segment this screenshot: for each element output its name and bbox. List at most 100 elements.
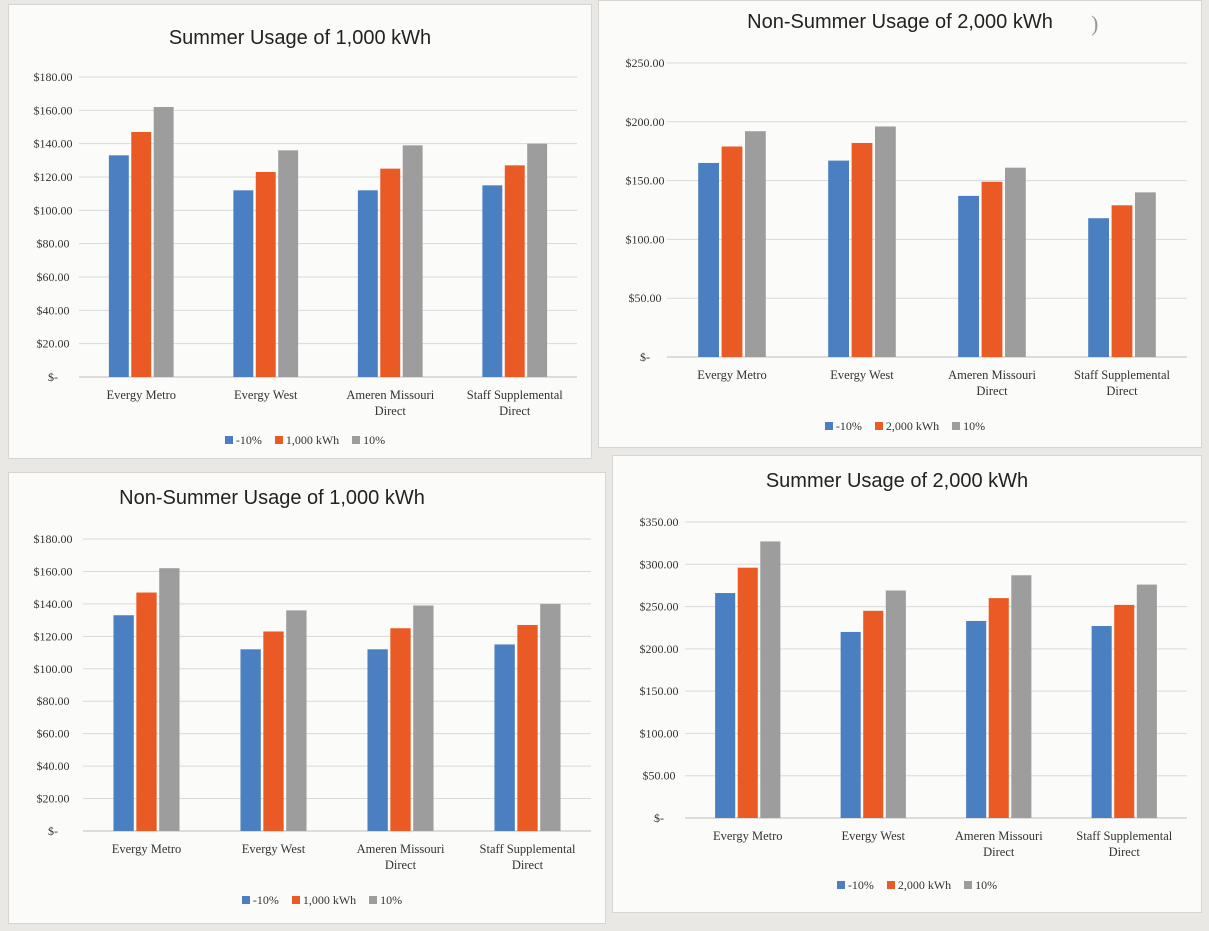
legend-swatch [274,436,283,444]
x-tick-label: Evergy West [242,842,306,856]
chart-panel-summer-2000: Summer Usage of 2,000 kWh $- $50.00 $100.0… [612,455,1202,913]
y-tick-label: $40.00 [37,759,70,773]
x-tick-label: Direct [1106,384,1138,398]
bar [357,190,378,377]
legend-label: -10% [235,433,262,447]
x-tick-label: Evergy Metro [713,829,783,843]
bar [136,592,157,831]
legend-swatch [886,881,895,889]
legend-item-plus10: 10% [369,893,402,908]
bar [1111,205,1133,357]
y-tick-label: $60.00 [37,270,70,284]
x-tick-label: Direct [499,404,531,418]
x-tick-label: Staff Supplemental [1076,829,1172,843]
x-tick-label: Evergy West [234,388,298,402]
y-tick-label: $50.00 [629,291,662,305]
legend-item-base: 1,000 kWh [274,433,339,448]
legend-label: 2,000 kWh [897,878,952,892]
y-tick-label: $100.00 [34,203,73,217]
bar [380,168,401,377]
legend: -10% 2,000 kWh 10% [613,878,1201,893]
legend-swatch [964,881,973,889]
y-tick-label: $50.00 [643,769,676,783]
bar [540,603,561,831]
chart-title: Summer Usage of 2,000 kWh [765,470,1029,492]
y-tick-label: $- [48,824,58,838]
legend-item-minus10: -10% [824,419,862,434]
bar [840,631,861,818]
y-tick-label: $250.00 [640,600,679,614]
bar [494,644,515,831]
legend-item-base: 1,000 kWh [291,893,357,908]
y-tick-label: $80.00 [37,694,70,708]
x-tick-label: Staff Supplemental [467,388,563,402]
bar [402,145,423,377]
y-tick-label: $100.00 [34,662,73,676]
y-tick-label: $350.00 [640,515,679,529]
bar [278,150,299,377]
legend-swatch [352,436,361,444]
chart-title: Non-Summer Usage of 2,000 kWh [747,11,1053,33]
bar [286,610,307,831]
bar [981,181,1003,357]
bar [159,568,180,831]
bar [1136,584,1157,818]
bar [240,649,261,831]
legend-swatch [369,896,378,904]
chart-title: Summer Usage of 1,000 kWh [168,27,432,49]
bar [131,132,152,377]
y-tick-label: $140.00 [34,137,73,151]
legend-item-plus10: 10% [964,878,997,893]
legend-swatch [291,896,300,904]
legend-label: 10% [975,878,998,892]
y-tick-label: $120.00 [34,170,73,184]
x-tick-label: Ameren Missouri [346,388,434,402]
y-tick-label: $20.00 [37,337,70,351]
y-tick-label: $80.00 [37,237,70,251]
chart-panel-nonsummer-1000: Non-Summer Usage of 1,000 kWh $- $20.00 $4… [8,472,606,924]
x-tick-label: Ameren Missouri [357,842,445,856]
y-tick-label: $150.00 [626,174,665,188]
legend-swatch [836,881,845,889]
x-tick-label: Direct [375,404,407,418]
bar [482,185,503,377]
y-tick-label: $300.00 [640,557,679,571]
y-tick-label: $160.00 [34,564,73,578]
bar [390,628,411,831]
x-tick-label: Direct [385,858,417,872]
y-tick-label: $20.00 [37,792,70,806]
legend: -10% 2,000 kWh 10% [599,419,1201,434]
bar [233,190,254,377]
x-tick-label: Evergy West [830,368,894,382]
y-tick-label: $160.00 [34,103,73,117]
x-tick-label: Evergy Metro [112,842,182,856]
y-tick-label: $100.00 [640,726,679,740]
bar [875,126,896,357]
bar [698,162,719,357]
legend-label: 1,000 kWh [302,893,357,907]
legend-label: 2,000 kWh [885,419,940,433]
bar [504,165,525,377]
bar-chart: $- $50.00 $100.00 $150.00 $200.00 $250.00 $300… [640,515,1187,859]
bar [715,593,736,818]
bar [885,590,906,818]
bar [828,160,849,357]
y-tick-label: $- [640,350,650,364]
legend-label: -10% [252,893,279,907]
y-tick-label: $100.00 [626,232,665,246]
x-tick-label: Evergy Metro [106,388,176,402]
chart-panel-summer-1000: Summer Usage of 1,000 kWh $- $20.00 $40.00… [8,4,592,459]
legend-label: 10% [963,419,986,433]
y-tick-label: $- [48,370,58,384]
legend: -10% 1,000 kWh 10% [9,893,605,908]
legend-swatch [824,422,833,430]
bar [255,172,276,377]
bar [721,146,743,357]
legend-item-minus10: -10% [241,893,279,908]
bar [413,605,434,831]
x-tick-label: Direct [1109,845,1141,859]
x-tick-label: Evergy Metro [697,368,767,382]
x-tick-label: Direct [976,384,1008,398]
bar [1114,604,1135,818]
bar [863,610,884,818]
